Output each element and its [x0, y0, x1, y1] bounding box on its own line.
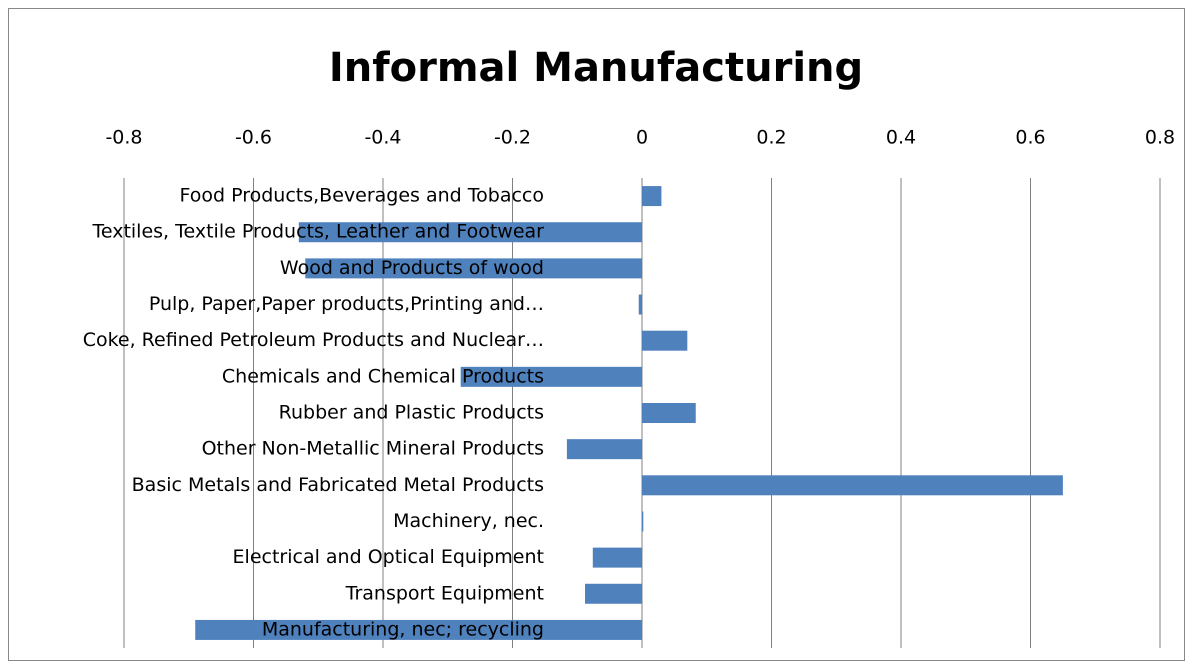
bar: [642, 511, 644, 532]
x-tick-label: 0: [636, 127, 648, 149]
x-tick-label: 0.4: [886, 127, 916, 149]
bar: [642, 330, 688, 351]
x-tick-label: 0.6: [1015, 127, 1045, 149]
chart-title: Informal Manufacturing: [329, 45, 863, 91]
y-tick-label: Food Products,Beverages and Tobacco: [180, 185, 545, 207]
y-tick-label: Transport Equipment: [345, 582, 544, 604]
x-tick-label: -0.6: [235, 127, 272, 149]
bar: [642, 403, 696, 423]
y-tick-label: Other Non-Metallic Mineral Products: [202, 438, 544, 460]
x-tick-label: 0.8: [1145, 127, 1175, 149]
bar: [298, 222, 642, 243]
y-tick-label: Coke, Refined Petroleum Products and Nuc…: [83, 329, 544, 351]
bar: [195, 619, 642, 640]
bar: [566, 439, 642, 460]
x-tick-label: -0.2: [494, 127, 531, 149]
bar: [585, 583, 642, 604]
bar: [642, 186, 662, 207]
y-tick-label: Basic Metals and Fabricated Metal Produc…: [132, 474, 544, 496]
x-tick-label: -0.4: [364, 127, 401, 149]
x-tick-label: -0.8: [105, 127, 142, 149]
x-tick-label: 0.2: [756, 127, 786, 149]
y-tick-label: Electrical and Optical Equipment: [233, 546, 544, 568]
y-tick-label: Manufacturing, nec; recycling: [262, 618, 544, 640]
y-tick-label: Chemicals and Chemical Products: [222, 365, 544, 387]
y-tick-label: Pulp, Paper,Paper products,Printing and…: [149, 293, 544, 315]
bar: [460, 366, 642, 387]
y-tick-label: Textiles, Textile Products, Leather and …: [91, 221, 544, 243]
bar: [305, 258, 642, 279]
y-tick-label: Rubber and Plastic Products: [279, 402, 544, 424]
y-tick-label: Wood and Products of wood: [280, 257, 544, 279]
bar: [592, 547, 642, 568]
bar: [642, 475, 1063, 496]
y-tick-label: Machinery, nec.: [393, 510, 544, 532]
bar: [638, 294, 642, 315]
